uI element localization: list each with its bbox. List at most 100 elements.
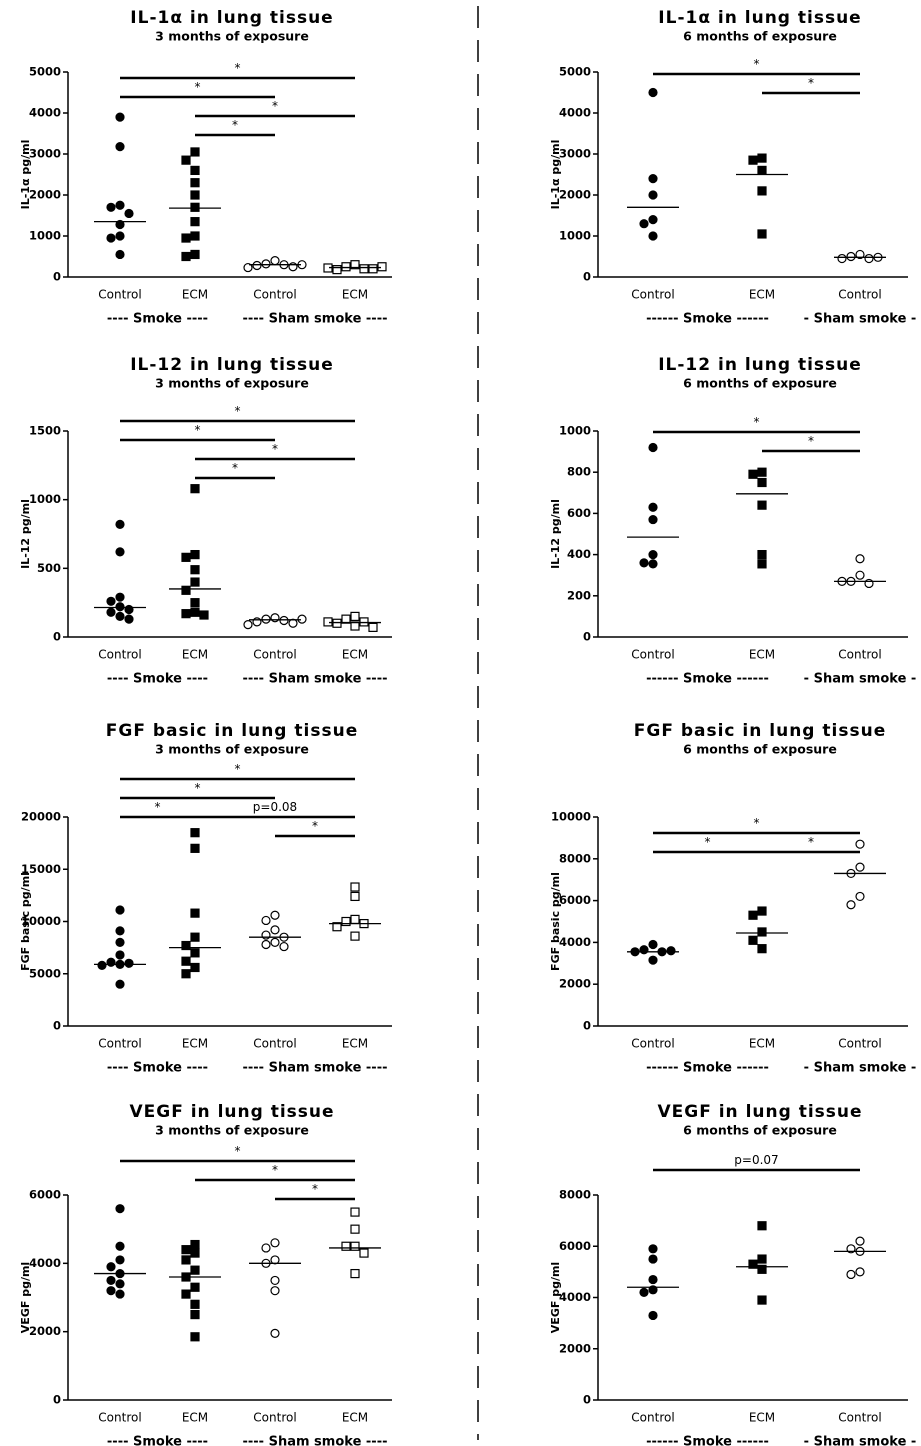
data-point bbox=[124, 208, 134, 219]
y-tick-label: 4000 bbox=[559, 935, 591, 949]
data-point bbox=[115, 547, 125, 557]
data-point bbox=[350, 931, 360, 941]
x-tick-label: Control bbox=[98, 288, 141, 302]
data-point bbox=[639, 945, 649, 955]
y-axis-label: IL-1α pg/ml bbox=[549, 140, 562, 210]
x-tick-label: Control bbox=[838, 1411, 881, 1425]
y-tick-label: 20000 bbox=[21, 810, 61, 824]
data-point bbox=[748, 1259, 758, 1269]
data-point bbox=[757, 500, 767, 510]
chart-title: IL-1α in lung tissue bbox=[130, 8, 333, 28]
group-label: ---- Smoke ---- bbox=[107, 1061, 208, 1076]
y-tick-label: 6000 bbox=[559, 1239, 591, 1253]
chart-title: IL-1α in lung tissue bbox=[658, 8, 861, 28]
data-point bbox=[261, 915, 271, 926]
data-point bbox=[350, 1224, 360, 1234]
chart-subtitle: 3 months of exposure bbox=[155, 376, 309, 391]
y-tick-label: 10000 bbox=[551, 810, 591, 824]
y-axis-label: IL-1α pg/ml bbox=[19, 140, 32, 210]
data-point bbox=[190, 962, 200, 973]
y-tick-label: 4000 bbox=[29, 1256, 61, 1270]
data-point bbox=[115, 200, 125, 210]
data-point bbox=[261, 930, 271, 940]
data-point bbox=[350, 891, 360, 902]
data-point bbox=[190, 178, 200, 188]
significance-label: * bbox=[235, 762, 241, 776]
x-tick-label: ECM bbox=[342, 648, 368, 662]
data-point bbox=[846, 900, 856, 910]
data-point bbox=[270, 1275, 280, 1286]
chart-subtitle: 6 months of exposure bbox=[683, 376, 837, 391]
data-point bbox=[757, 559, 767, 569]
data-point bbox=[115, 1279, 125, 1289]
significance-label: * bbox=[312, 1182, 318, 1196]
data-point bbox=[341, 916, 351, 927]
data-point bbox=[639, 219, 649, 229]
data-point bbox=[106, 1275, 116, 1286]
x-tick-label: Control bbox=[253, 1411, 296, 1425]
data-point bbox=[757, 927, 767, 937]
data-point bbox=[124, 604, 134, 615]
data-point bbox=[648, 955, 658, 965]
significance-label: * bbox=[754, 816, 760, 830]
data-point bbox=[377, 262, 387, 272]
group-label: ---- Smoke ---- bbox=[107, 312, 208, 327]
y-tick-label: 5000 bbox=[29, 65, 61, 79]
x-tick-label: ECM bbox=[749, 1411, 775, 1425]
data-point bbox=[639, 558, 649, 568]
data-point bbox=[181, 552, 191, 562]
data-point bbox=[855, 1236, 865, 1246]
group-label: ------ Smoke ------ bbox=[646, 312, 769, 327]
data-point bbox=[855, 891, 865, 902]
data-point bbox=[757, 153, 767, 163]
data-point bbox=[190, 1299, 200, 1309]
y-tick-label: 1500 bbox=[29, 424, 61, 438]
significance-label: * bbox=[808, 835, 814, 849]
y-tick-label: 400 bbox=[567, 547, 591, 561]
y-tick-label: 1000 bbox=[559, 229, 591, 243]
y-tick-label: 0 bbox=[53, 270, 61, 284]
data-point bbox=[748, 910, 758, 920]
y-tick-label: 0 bbox=[53, 1019, 61, 1033]
chart-title: IL-12 in lung tissue bbox=[130, 355, 334, 375]
group-label: ------ Smoke ------ bbox=[646, 672, 769, 687]
data-point bbox=[181, 585, 191, 595]
data-point bbox=[648, 514, 658, 525]
data-point bbox=[181, 1245, 191, 1255]
data-point bbox=[190, 577, 200, 587]
y-tick-label: 5000 bbox=[559, 65, 591, 79]
x-tick-label: Control bbox=[631, 1411, 674, 1425]
y-tick-label: 0 bbox=[583, 270, 591, 284]
data-point bbox=[757, 186, 767, 196]
data-point bbox=[648, 939, 658, 950]
data-point bbox=[97, 960, 107, 970]
data-point bbox=[181, 969, 191, 979]
y-axis-label: FGF basic pg/ml bbox=[19, 872, 32, 971]
chart-subtitle: 3 months of exposure bbox=[155, 1123, 309, 1138]
significance-label: * bbox=[272, 99, 278, 113]
chart-subtitle: 6 months of exposure bbox=[683, 742, 837, 757]
y-tick-label: 500 bbox=[37, 561, 61, 575]
data-point bbox=[115, 937, 125, 948]
data-point bbox=[648, 1254, 658, 1264]
data-point bbox=[270, 910, 280, 920]
y-tick-label: 4000 bbox=[559, 1290, 591, 1304]
data-point bbox=[270, 937, 280, 948]
y-tick-label: 0 bbox=[583, 1019, 591, 1033]
x-tick-label: Control bbox=[631, 648, 674, 662]
data-point bbox=[199, 610, 209, 620]
data-point bbox=[270, 1238, 280, 1248]
data-point bbox=[757, 229, 767, 239]
x-tick-label: Control bbox=[838, 1037, 881, 1051]
data-point bbox=[190, 1265, 200, 1275]
data-point bbox=[190, 165, 200, 175]
data-point bbox=[252, 260, 262, 271]
data-point bbox=[115, 1255, 125, 1265]
data-point bbox=[341, 262, 351, 272]
data-point bbox=[106, 233, 116, 243]
data-point bbox=[124, 958, 134, 968]
group-label: ------ Smoke ------ bbox=[646, 1435, 769, 1446]
data-point bbox=[115, 950, 125, 960]
data-point bbox=[106, 1262, 116, 1272]
data-point bbox=[757, 1264, 767, 1274]
